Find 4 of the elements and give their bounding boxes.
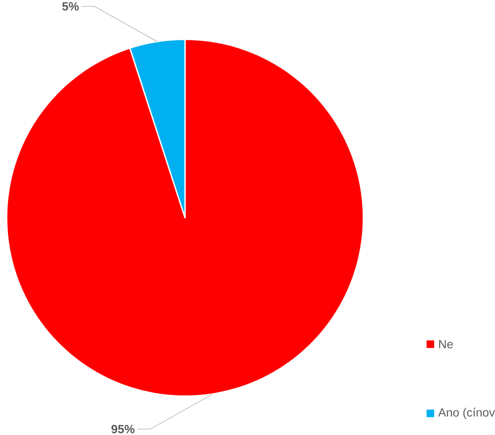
- legend-label: Ne: [439, 340, 453, 348]
- legend-label: Ano (cínov: [438, 408, 495, 419]
- data-label: 95%: [111, 424, 135, 434]
- data-label: 5%: [62, 2, 79, 10]
